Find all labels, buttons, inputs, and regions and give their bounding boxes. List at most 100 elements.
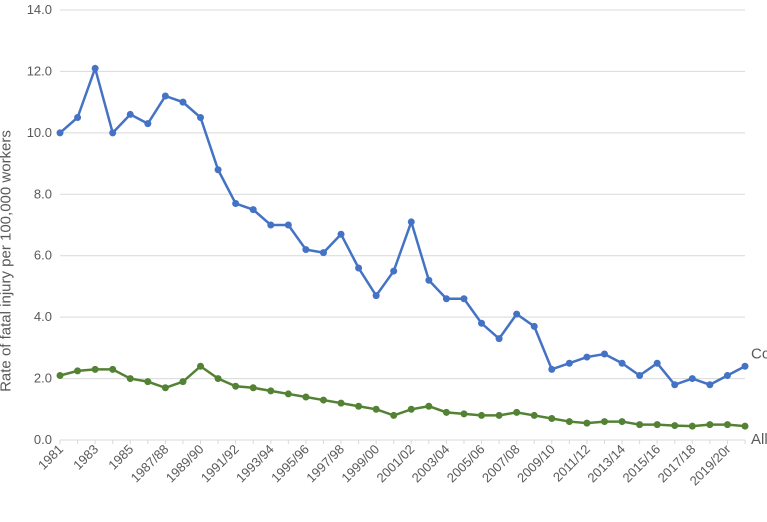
- y-tick-label: 8.0: [34, 186, 52, 201]
- y-tick-label: 6.0: [34, 248, 52, 263]
- marker: [320, 397, 327, 404]
- marker: [443, 409, 450, 416]
- marker: [232, 200, 239, 207]
- chart-plot: 0.02.04.06.08.010.012.014.01981198319851…: [0, 0, 767, 522]
- y-tick-label: 14.0: [27, 2, 52, 17]
- marker: [496, 412, 503, 419]
- marker: [302, 246, 309, 253]
- marker: [232, 383, 239, 390]
- marker: [706, 381, 713, 388]
- marker: [285, 222, 292, 229]
- marker: [742, 423, 749, 430]
- marker: [671, 381, 678, 388]
- x-tick-label: 1985: [105, 442, 136, 473]
- series-label: Construction: [751, 345, 767, 362]
- x-tick-label: 1983: [70, 442, 101, 473]
- marker: [601, 351, 608, 358]
- marker: [425, 403, 432, 410]
- series-line-construction: [60, 68, 745, 384]
- marker: [619, 360, 626, 367]
- marker: [92, 65, 99, 72]
- x-tick-label: 1995/96: [268, 442, 312, 486]
- marker: [706, 421, 713, 428]
- marker: [250, 206, 257, 213]
- marker: [671, 422, 678, 429]
- marker: [390, 268, 397, 275]
- marker: [74, 114, 81, 121]
- marker: [74, 367, 81, 374]
- marker: [689, 423, 696, 430]
- marker: [425, 277, 432, 284]
- marker: [338, 231, 345, 238]
- marker: [636, 421, 643, 428]
- marker: [373, 292, 380, 299]
- marker: [162, 93, 169, 100]
- marker: [197, 363, 204, 370]
- marker: [583, 354, 590, 361]
- y-tick-label: 4.0: [34, 309, 52, 324]
- marker: [267, 222, 274, 229]
- marker: [689, 375, 696, 382]
- marker: [654, 360, 661, 367]
- marker: [496, 335, 503, 342]
- marker: [742, 363, 749, 370]
- marker: [355, 403, 362, 410]
- marker: [162, 384, 169, 391]
- marker: [127, 111, 134, 118]
- marker: [215, 166, 222, 173]
- marker: [215, 375, 222, 382]
- marker: [390, 412, 397, 419]
- x-tick-label: 2009/10: [514, 442, 558, 486]
- x-tick-label: 2007/08: [479, 442, 523, 486]
- marker: [179, 378, 186, 385]
- x-tick-label: 2013/14: [584, 442, 628, 486]
- marker: [636, 372, 643, 379]
- marker: [302, 394, 309, 401]
- marker: [408, 406, 415, 413]
- marker: [548, 415, 555, 422]
- y-tick-label: 12.0: [27, 63, 52, 78]
- marker: [724, 421, 731, 428]
- marker: [179, 99, 186, 106]
- marker: [197, 114, 204, 121]
- marker: [478, 412, 485, 419]
- marker: [57, 129, 64, 136]
- marker: [566, 418, 573, 425]
- marker: [338, 400, 345, 407]
- marker: [57, 372, 64, 379]
- x-tick-label: 1989/90: [163, 442, 207, 486]
- marker: [285, 390, 292, 397]
- y-tick-label: 2.0: [34, 371, 52, 386]
- x-tick-label: 2015/16: [619, 442, 663, 486]
- marker: [460, 410, 467, 417]
- x-tick-label: 1991/92: [198, 442, 242, 486]
- marker: [460, 295, 467, 302]
- marker: [566, 360, 573, 367]
- marker: [109, 366, 116, 373]
- marker: [373, 406, 380, 413]
- x-tick-label: 1987/88: [128, 442, 172, 486]
- marker: [320, 249, 327, 256]
- marker: [250, 384, 257, 391]
- marker: [531, 323, 538, 330]
- marker: [513, 311, 520, 318]
- marker: [267, 387, 274, 394]
- marker: [109, 129, 116, 136]
- x-tick-label: 2005/06: [444, 442, 488, 486]
- marker: [127, 375, 134, 382]
- marker: [583, 420, 590, 427]
- marker: [144, 120, 151, 127]
- y-tick-label: 0.0: [34, 432, 52, 447]
- x-tick-label: 2001/02: [374, 442, 418, 486]
- series-label: All industries: [751, 431, 767, 448]
- marker: [355, 265, 362, 272]
- marker: [478, 320, 485, 327]
- marker: [513, 409, 520, 416]
- marker: [408, 218, 415, 225]
- marker: [654, 421, 661, 428]
- marker: [144, 378, 151, 385]
- marker: [443, 295, 450, 302]
- chart-container: Rate of fatal injury per 100,000 workers…: [0, 0, 767, 522]
- x-tick-label: 1999/00: [338, 442, 382, 486]
- marker: [601, 418, 608, 425]
